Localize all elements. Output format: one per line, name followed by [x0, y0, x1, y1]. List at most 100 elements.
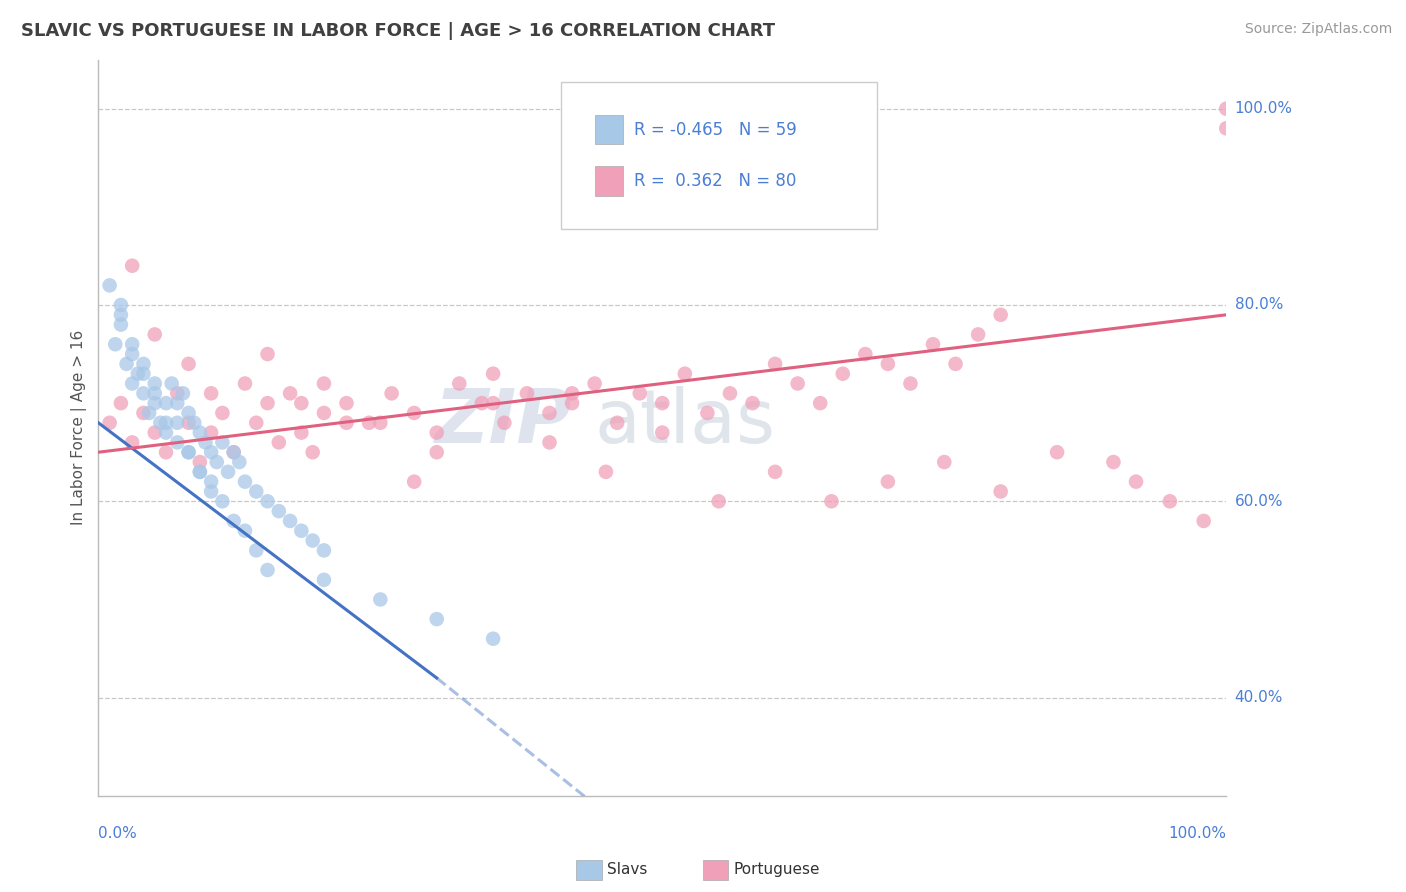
Point	[166, 396, 188, 410]
Text: R =  0.362   N = 80: R = 0.362 N = 80	[634, 172, 796, 190]
Point	[121, 376, 143, 391]
Point	[183, 416, 205, 430]
Point	[876, 475, 898, 489]
Point	[990, 308, 1012, 322]
Point	[256, 347, 278, 361]
Point	[194, 435, 217, 450]
Point	[200, 425, 222, 440]
Point	[143, 396, 166, 410]
Point	[934, 455, 956, 469]
Point	[357, 416, 380, 430]
Point	[188, 425, 211, 440]
Point	[177, 357, 200, 371]
Point	[808, 396, 831, 410]
Point	[200, 445, 222, 459]
Point	[121, 337, 143, 351]
Point	[482, 367, 505, 381]
Point	[188, 465, 211, 479]
Text: 80.0%: 80.0%	[1234, 298, 1282, 312]
Point	[211, 435, 233, 450]
Point	[143, 425, 166, 440]
Point	[312, 573, 335, 587]
Point	[628, 386, 651, 401]
Point	[820, 494, 842, 508]
Point	[718, 386, 741, 401]
Point	[278, 386, 301, 401]
Point	[449, 376, 471, 391]
Point	[211, 406, 233, 420]
Point	[561, 386, 583, 401]
Point	[381, 386, 404, 401]
Text: R = -0.465   N = 59: R = -0.465 N = 59	[634, 120, 797, 138]
Point	[98, 416, 121, 430]
Point	[155, 396, 177, 410]
Point	[267, 435, 290, 450]
Point	[278, 514, 301, 528]
Point	[233, 524, 256, 538]
FancyBboxPatch shape	[561, 82, 876, 229]
Text: 60.0%: 60.0%	[1234, 494, 1284, 508]
Point	[104, 337, 127, 351]
Point	[538, 406, 561, 420]
Point	[200, 484, 222, 499]
Point	[267, 504, 290, 518]
Point	[335, 416, 357, 430]
Point	[370, 416, 392, 430]
Point	[200, 386, 222, 401]
Point	[426, 445, 449, 459]
Point	[222, 445, 245, 459]
Point	[245, 543, 267, 558]
Point	[876, 357, 898, 371]
Text: 40.0%: 40.0%	[1234, 690, 1282, 705]
Point	[538, 435, 561, 450]
Point	[217, 465, 239, 479]
Point	[155, 416, 177, 430]
Point	[143, 386, 166, 401]
Point	[900, 376, 922, 391]
Point	[138, 406, 160, 420]
Point	[121, 259, 143, 273]
Text: 0.0%: 0.0%	[98, 826, 138, 841]
Point	[335, 396, 357, 410]
Point	[110, 308, 132, 322]
Point	[205, 455, 228, 469]
Text: 100.0%: 100.0%	[1168, 826, 1226, 841]
Bar	[595, 115, 623, 145]
Point	[155, 425, 177, 440]
Point	[110, 318, 132, 332]
Point	[853, 347, 876, 361]
Point	[1215, 121, 1237, 136]
Point	[177, 445, 200, 459]
Point	[482, 396, 505, 410]
Point	[606, 416, 628, 430]
Point	[121, 435, 143, 450]
Text: Portuguese: Portuguese	[734, 863, 821, 877]
Point	[426, 425, 449, 440]
Point	[290, 524, 312, 538]
Point	[763, 465, 786, 479]
Text: Source: ZipAtlas.com: Source: ZipAtlas.com	[1244, 22, 1392, 37]
Point	[707, 494, 730, 508]
Point	[177, 406, 200, 420]
Point	[160, 376, 183, 391]
Point	[290, 396, 312, 410]
Point	[222, 514, 245, 528]
Point	[404, 475, 426, 489]
Point	[155, 445, 177, 459]
Point	[516, 386, 538, 401]
Point	[132, 406, 155, 420]
Point	[312, 376, 335, 391]
Text: 100.0%: 100.0%	[1234, 101, 1292, 116]
Point	[301, 445, 323, 459]
Point	[741, 396, 763, 410]
Point	[222, 445, 245, 459]
Text: SLAVIC VS PORTUGUESE IN LABOR FORCE | AGE > 16 CORRELATION CHART: SLAVIC VS PORTUGUESE IN LABOR FORCE | AG…	[21, 22, 775, 40]
Point	[583, 376, 606, 391]
Point	[211, 494, 233, 508]
Point	[143, 327, 166, 342]
Point	[115, 357, 138, 371]
Point	[696, 406, 718, 420]
Point	[200, 475, 222, 489]
Point	[256, 396, 278, 410]
Point	[651, 396, 673, 410]
